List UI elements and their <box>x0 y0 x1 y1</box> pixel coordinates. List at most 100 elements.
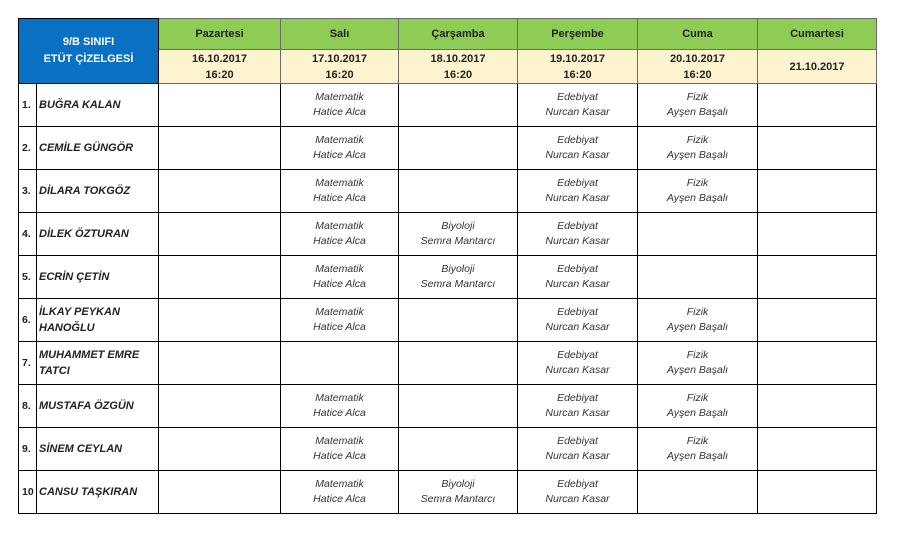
schedule-cell <box>757 470 877 514</box>
date-cell: 19.10.2017 16:20 <box>517 49 638 84</box>
schedule-cell <box>158 341 281 385</box>
schedule-cell <box>158 212 281 256</box>
teacher: Hatice Alca <box>313 192 366 204</box>
day-header: Çarşamba <box>398 18 518 50</box>
date: 21.10.2017 <box>789 60 845 73</box>
subject: Biyoloji <box>441 478 475 490</box>
student-name: MUHAMMET EMRE TATCI <box>36 341 159 385</box>
subject: Matematik <box>315 263 364 275</box>
teacher: Nurcan Kasar <box>545 364 610 376</box>
schedule-cell <box>637 212 758 256</box>
subject: Fizik <box>686 91 709 103</box>
schedule-cell: Fizik Ayşen Başalı <box>637 384 758 428</box>
subject: Matematik <box>315 435 364 447</box>
date: 20.10.2017 <box>669 52 726 65</box>
row-number: 7. <box>18 341 37 385</box>
schedule-cell <box>158 255 281 299</box>
student-row: 6. İLKAY PEYKAN HANOĞLU Matematik Hatice Al… <box>18 298 877 342</box>
student-name: ECRİN ÇETİN <box>36 255 159 299</box>
schedule-title: 9/B SINIFI ETÜT ÇİZELGESİ <box>18 18 159 84</box>
teacher: Hatice Alca <box>313 106 366 118</box>
student-name: CANSU TAŞKIRAN <box>36 470 159 514</box>
teacher: Nurcan Kasar <box>545 321 610 333</box>
schedule-cell: Fizik Ayşen Başalı <box>637 169 758 213</box>
schedule-cell: Fizik Ayşen Başalı <box>637 298 758 342</box>
schedule-cell: Matematik Hatice Alca <box>280 384 399 428</box>
teacher: Semra Mantarcı <box>420 235 496 247</box>
schedule-cell <box>398 427 518 471</box>
schedule-cell <box>757 212 877 256</box>
subject: Edebiyat <box>557 478 598 490</box>
schedule-cell: Matematik Hatice Alca <box>280 298 399 342</box>
subject: Edebiyat <box>557 220 598 232</box>
schedule-cell <box>757 341 877 385</box>
schedule-cell: Matematik Hatice Alca <box>280 169 399 213</box>
row-number: 8. <box>18 384 37 428</box>
teacher: Hatice Alca <box>313 235 366 247</box>
schedule-cell <box>158 169 281 213</box>
row-number: 3. <box>18 169 37 213</box>
subject: Matematik <box>315 392 364 404</box>
student-row: 4. DİLEK ÖZTURAN Matematik Hatice Alca Biyol… <box>18 212 877 256</box>
schedule-cell <box>398 298 518 342</box>
teacher: Hatice Alca <box>313 321 366 333</box>
row-number: 6. <box>18 298 37 342</box>
schedule-cell <box>757 126 877 170</box>
date-cell: 17.10.2017 16:20 <box>280 49 399 84</box>
schedule-cell: Edebiyat Nurcan Kasar <box>517 427 638 471</box>
day-header: Cuma <box>637 18 758 50</box>
subject: Edebiyat <box>557 392 598 404</box>
schedule-cell <box>158 384 281 428</box>
subject: Fizik <box>686 134 709 146</box>
schedule-table: 9/B SINIFI ETÜT ÇİZELGESİ Pazartesi Salı … <box>18 18 877 514</box>
date-cell: 16.10.2017 16:20 <box>158 49 281 84</box>
schedule-cell <box>398 83 518 127</box>
subject: Matematik <box>315 478 364 490</box>
schedule-cell <box>158 126 281 170</box>
time: 16:20 <box>563 68 592 81</box>
schedule-cell: Fizik Ayşen Başalı <box>637 341 758 385</box>
subject: Matematik <box>315 91 364 103</box>
schedule-cell: Biyoloji Semra Mantarcı <box>398 470 518 514</box>
schedule-cell: Matematik Hatice Alca <box>280 212 399 256</box>
teacher: Hatice Alca <box>313 149 366 161</box>
teacher: Nurcan Kasar <box>545 106 610 118</box>
teacher: Ayşen Başalı <box>666 106 729 118</box>
title-line: 9/B SINIFI <box>62 36 115 48</box>
subject: Biyoloji <box>441 263 475 275</box>
student-row: 1. BUĞRA KALAN Matematik Hatice Alca Edebiya… <box>18 83 877 127</box>
schedule-cell: Matematik Hatice Alca <box>280 255 399 299</box>
schedule-cell: Edebiyat Nurcan Kasar <box>517 169 638 213</box>
schedule-cell <box>757 83 877 127</box>
schedule-cell <box>398 169 518 213</box>
schedule-cell <box>757 169 877 213</box>
teacher: Nurcan Kasar <box>545 493 610 505</box>
teacher: Ayşen Başalı <box>666 192 729 204</box>
schedule-cell: Fizik Ayşen Başalı <box>637 126 758 170</box>
schedule-cell: Edebiyat Nurcan Kasar <box>517 126 638 170</box>
date: 17.10.2017 <box>311 52 368 65</box>
student-name: İLKAY PEYKAN HANOĞLU <box>36 298 159 342</box>
schedule-cell: Edebiyat Nurcan Kasar <box>517 298 638 342</box>
time: 16:20 <box>205 68 234 81</box>
teacher: Nurcan Kasar <box>545 278 610 290</box>
student-row: 9. SİNEM CEYLAN Matematik Hatice Alca Edebiy… <box>18 427 877 471</box>
subject: Matematik <box>315 134 364 146</box>
subject: Edebiyat <box>557 349 598 361</box>
student-name: CEMİLE GÜNGÖR <box>36 126 159 170</box>
teacher: Nurcan Kasar <box>545 235 610 247</box>
student-row: 8. MUSTAFA ÖZGÜN Matematik Hatice Alca Edebi… <box>18 384 877 428</box>
subject: Fizik <box>686 435 709 447</box>
schedule-cell <box>280 341 399 385</box>
student-row: 3. DİLARA TOKGÖZ Matematik Hatice Alca Edebi… <box>18 169 877 213</box>
day-header: Cumartesi <box>757 18 877 50</box>
schedule-cell: Matematik Hatice Alca <box>280 427 399 471</box>
teacher: Nurcan Kasar <box>545 450 610 462</box>
student-row: 5. ECRİN ÇETİN Matematik Hatice Alca Biyoloj… <box>18 255 877 299</box>
student-name: MUSTAFA ÖZGÜN <box>36 384 159 428</box>
schedule-cell: Matematik Hatice Alca <box>280 470 399 514</box>
schedule-cell <box>757 298 877 342</box>
subject: Matematik <box>315 220 364 232</box>
schedule-cell <box>158 470 281 514</box>
day-header: Salı <box>280 18 399 50</box>
